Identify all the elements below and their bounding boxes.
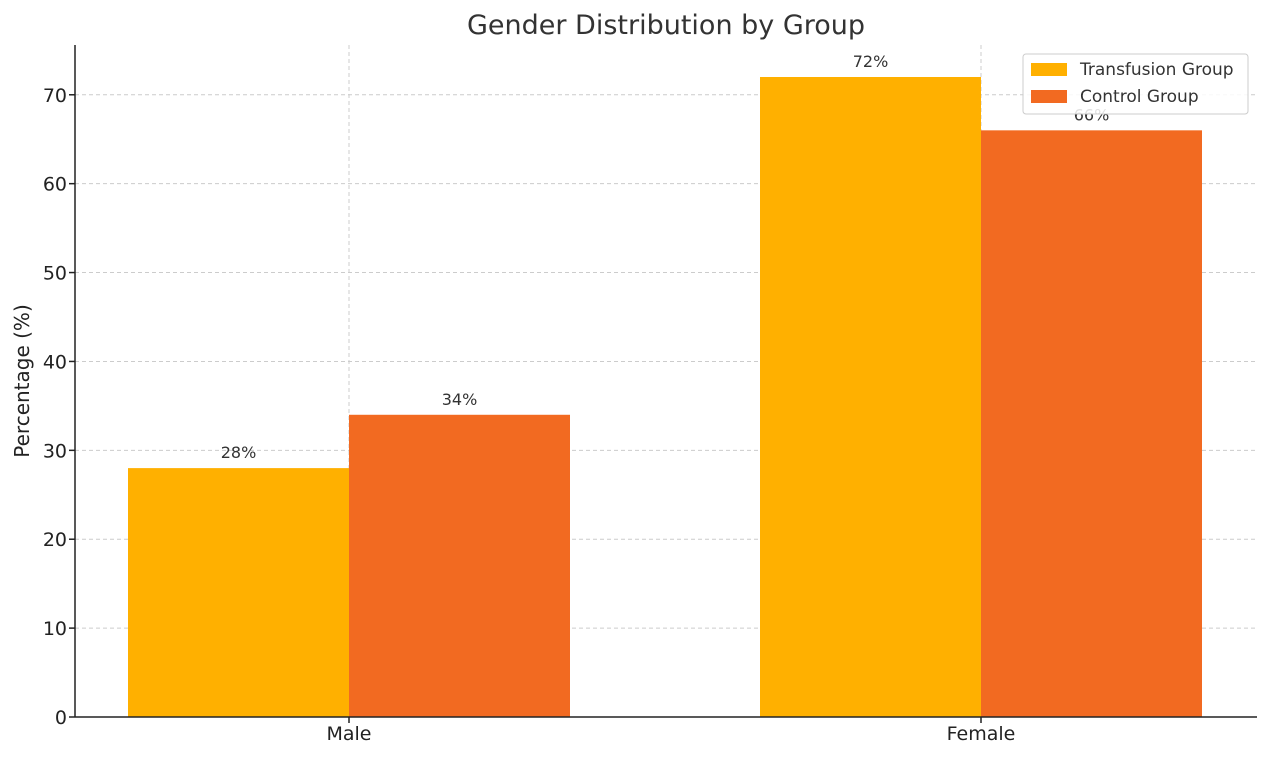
x-tick-label: Female [947, 723, 1016, 745]
bar [128, 468, 349, 717]
legend-label: Transfusion Group [1079, 60, 1234, 80]
bars [128, 77, 1202, 718]
data-label: 28% [221, 443, 257, 462]
legend-label: Control Group [1080, 87, 1199, 107]
y-axis-label: Percentage (%) [10, 304, 34, 457]
x-tick-label: Male [326, 723, 371, 745]
legend-swatch [1031, 63, 1067, 76]
legend: Transfusion Group Control Group [1022, 53, 1249, 115]
bar [981, 130, 1202, 718]
y-tick-label: 60 [43, 174, 67, 196]
data-label: 34% [442, 390, 478, 409]
bar [349, 414, 570, 717]
data-label: 72% [853, 52, 889, 71]
chart-title: Gender Distribution by Group [467, 10, 865, 41]
y-tick-label: 0 [55, 707, 67, 729]
axes: 0 10 20 30 40 50 60 70 Male Female [43, 45, 1257, 745]
y-tick-label: 50 [43, 263, 67, 285]
bar [760, 77, 981, 717]
y-tick-label: 70 [43, 85, 67, 107]
legend-swatch [1031, 90, 1067, 103]
y-tick-label: 10 [43, 618, 67, 640]
y-tick-label: 40 [43, 351, 67, 373]
y-tick-label: 20 [43, 529, 67, 551]
legend-box [1022, 53, 1249, 115]
y-tick-label: 30 [43, 440, 67, 462]
